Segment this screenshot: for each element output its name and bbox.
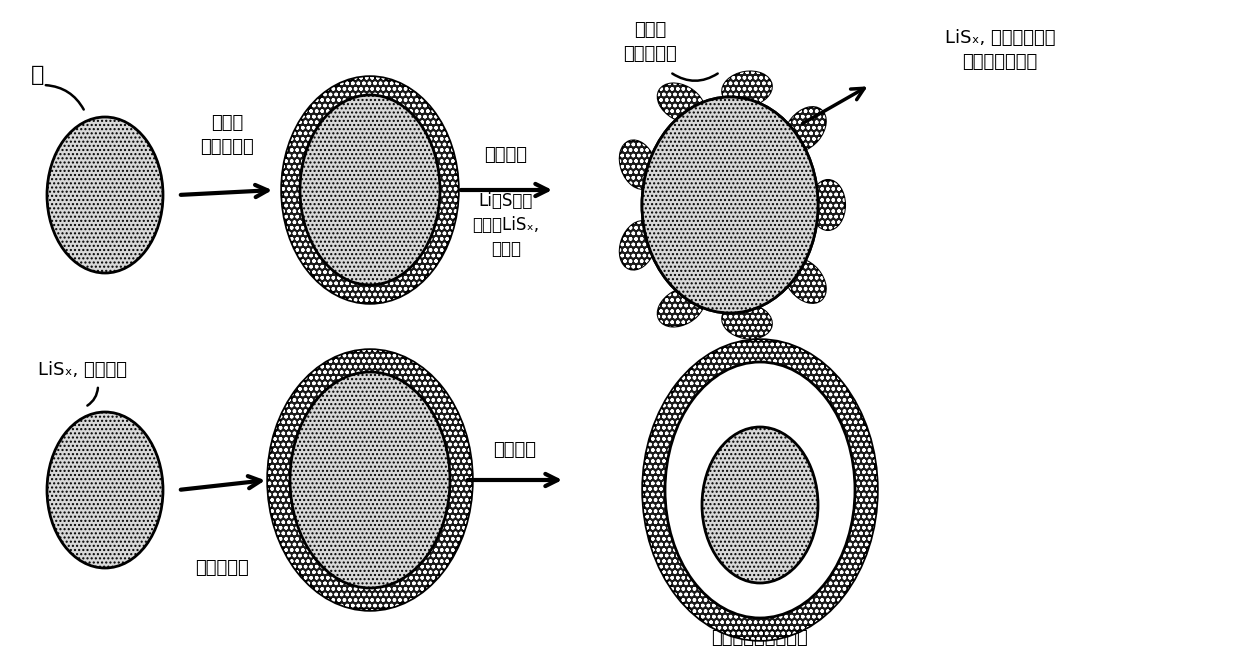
Text: LiSₓ, 迁移出并溶解
在液体电解质中: LiSₓ, 迁移出并溶解 在液体电解质中	[945, 28, 1055, 71]
Ellipse shape	[785, 107, 826, 151]
Ellipse shape	[665, 362, 856, 618]
FancyArrowPatch shape	[672, 73, 718, 81]
Text: LiSₓ, 多硫化锂: LiSₓ, 多硫化锂	[38, 361, 126, 379]
Ellipse shape	[268, 350, 472, 610]
Text: 电池放电: 电池放电	[485, 146, 527, 164]
Ellipse shape	[657, 84, 704, 122]
Text: Li与S反应
以形成LiSₓ,
其膊胀: Li与S反应 以形成LiSₓ, 其膊胀	[472, 193, 539, 257]
Ellipse shape	[811, 180, 844, 230]
Ellipse shape	[722, 304, 771, 339]
Ellipse shape	[702, 427, 818, 583]
Ellipse shape	[644, 340, 877, 640]
Ellipse shape	[657, 288, 704, 327]
Ellipse shape	[642, 97, 818, 313]
Ellipse shape	[620, 221, 656, 269]
Ellipse shape	[47, 117, 162, 273]
Text: 硫与导电层接触不良: 硫与导电层接触不良	[712, 629, 808, 647]
Text: 被碳层包封: 被碳层包封	[195, 559, 249, 577]
Ellipse shape	[300, 95, 440, 285]
Text: 电池充电: 电池充电	[494, 441, 537, 459]
Ellipse shape	[642, 97, 818, 313]
FancyArrowPatch shape	[87, 388, 98, 406]
Ellipse shape	[620, 141, 656, 189]
Text: 保护层
（壳）破裂: 保护层 （壳）破裂	[624, 21, 677, 63]
Ellipse shape	[290, 372, 450, 588]
Text: 被碳层
（壳）包封: 被碳层 （壳）包封	[200, 114, 254, 156]
FancyArrowPatch shape	[46, 85, 84, 110]
Text: 硫: 硫	[31, 65, 45, 85]
Ellipse shape	[722, 71, 771, 106]
Ellipse shape	[785, 259, 826, 303]
Ellipse shape	[47, 412, 162, 568]
Ellipse shape	[281, 77, 458, 303]
